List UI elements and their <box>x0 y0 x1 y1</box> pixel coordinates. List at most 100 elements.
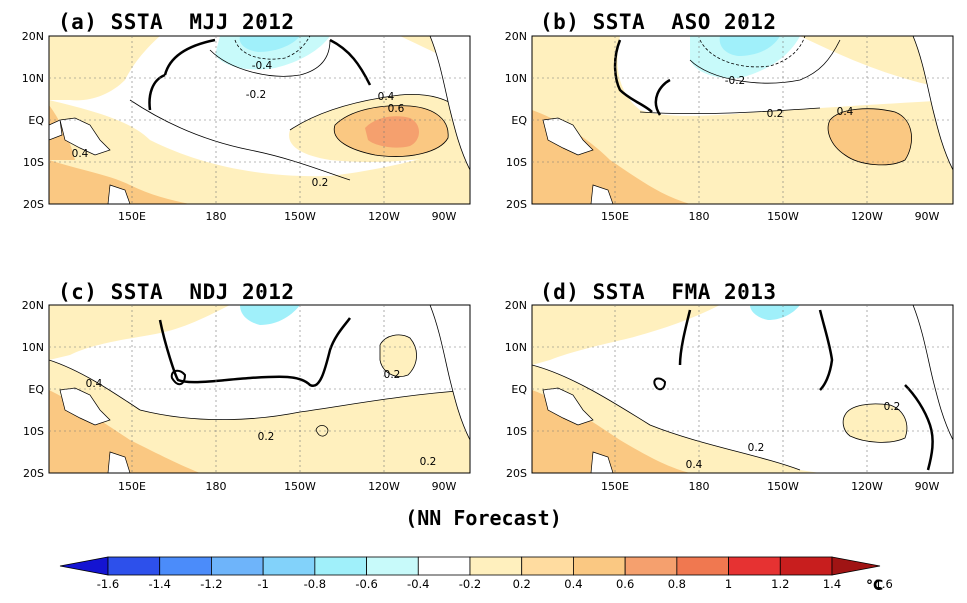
colorbar-unit: °C <box>866 578 883 594</box>
panel-c-lat-20n: 20N <box>22 299 44 312</box>
panel-b-lat-10n: 10N <box>505 72 527 85</box>
panel-d-title: (d) SSTA FMA 2013 <box>540 280 777 304</box>
panel-a-lon-120w: 120W <box>368 210 400 223</box>
panel-c-map: 20N 10N EQ 10S 20S 150E 180 150W 120W 90… <box>22 299 471 493</box>
colorbar-tick-label: -0.2 <box>459 577 481 591</box>
panel-c-contour-label: 0.4 <box>86 378 103 390</box>
colorbar-box <box>573 556 626 576</box>
panel-c-lon-90w: 90W <box>432 480 457 493</box>
panel-d-lat-10s: 10S <box>506 425 527 438</box>
panel-b-lon-90w: 90W <box>915 210 940 223</box>
colorbar-tick-label: -1 <box>257 577 268 591</box>
panel-a-lat-10n: 10N <box>22 72 44 85</box>
panel-a-lon-150w: 150W <box>284 210 316 223</box>
panel-b-contour-label: -0.2 <box>725 75 746 87</box>
panel-a-contour-label: 0.2 <box>312 177 329 189</box>
panel-c-lat-10s: 10S <box>23 425 44 438</box>
panel-b-map: 20N 10N EQ 10S 20S 150E 180 150W 120W 90… <box>505 30 954 223</box>
panel-d-lon-90w: 90W <box>915 480 940 493</box>
colorbar-tick-label: -0.4 <box>407 577 429 591</box>
panel-a-lon-90w: 90W <box>432 210 457 223</box>
colorbar-box <box>262 556 316 576</box>
panel-b-lat-20s: 20S <box>506 198 527 211</box>
panel-c-lat-eq: EQ <box>28 383 44 396</box>
colorbar-box <box>521 556 574 576</box>
panel-c-lon-120w: 120W <box>368 480 400 493</box>
colorbar-box <box>366 556 419 576</box>
panel-d-lat-20n: 20N <box>505 299 527 312</box>
colorbar-box <box>107 556 161 576</box>
panel-b-contour-label: 0.4 <box>837 106 854 118</box>
colorbar-tick-label: 1.2 <box>771 577 789 591</box>
colorbar-tick-label: -0.6 <box>355 577 377 591</box>
colorbar-tick-label: 0.4 <box>564 577 582 591</box>
panel-a-contour-label: 0.6 <box>388 103 405 115</box>
panel-d-contour-label: 0.2 <box>884 401 901 413</box>
panel-c-lon-180: 180 <box>206 480 227 493</box>
colorbar-tick-label: -0.8 <box>304 577 326 591</box>
panel-b-lat-eq: EQ <box>511 114 527 127</box>
panel-a-lat-20s: 20S <box>23 198 44 211</box>
panel-d-lon-150e: 150E <box>601 480 629 493</box>
colorbar-box <box>159 556 212 576</box>
panel-c-title: (c) SSTA NDJ 2012 <box>58 280 295 304</box>
panel-a-contour-label: 0.4 <box>72 148 89 160</box>
colorbar-box <box>728 556 781 576</box>
panel-a-lat-eq: EQ <box>28 114 44 127</box>
colorbar-tick-label: 0.6 <box>616 577 634 591</box>
panel-d-lon-120w: 120W <box>851 480 883 493</box>
panel-b-lon-150e: 150E <box>601 210 629 223</box>
colorbar: -1.6 -1.4 -1.2 -1 -0.8 -0.6 -0.4 -0.2 0.2 0.4 0.6 0… <box>59 556 893 594</box>
colorbar-box <box>624 556 678 576</box>
colorbar-tick-label: -1.2 <box>200 577 222 591</box>
colorbar-box <box>211 556 264 576</box>
colorbar-tick-label: -1.4 <box>148 577 170 591</box>
panel-c-contour-label: 0.2 <box>420 456 437 468</box>
panel-d-map: 20N 10N EQ 10S 20S 150E 180 150W 120W 90… <box>505 299 954 493</box>
colorbar-tick-label: 1.4 <box>823 577 841 591</box>
panel-d-lat-eq: EQ <box>511 383 527 396</box>
colorbar-right-arrow <box>831 556 881 576</box>
forecast-label: (NN Forecast) <box>405 506 562 530</box>
colorbar-tick-label: 1.6 <box>875 577 893 591</box>
panel-b-lon-180: 180 <box>689 210 710 223</box>
panel-b-lat-20n: 20N <box>505 30 527 43</box>
panel-c-lat-10n: 10N <box>22 341 44 354</box>
panel-d-lon-150w: 150W <box>767 480 799 493</box>
panel-d-contour-label: 0.4 <box>686 459 703 471</box>
panel-a-lon-180: 180 <box>206 210 227 223</box>
panel-b-title: (b) SSTA ASO 2012 <box>540 10 777 34</box>
colorbar-box <box>779 556 833 576</box>
panel-a-map: 20N 10N EQ 10S 20S 150E 180 150W 120W 90… <box>22 30 471 223</box>
colorbar-box <box>676 556 729 576</box>
panel-d-lon-180: 180 <box>689 480 710 493</box>
colorbar-box <box>469 556 523 576</box>
panel-a-lat-20n: 20N <box>22 30 44 43</box>
colorbar-tick-label: 0.8 <box>668 577 686 591</box>
colorbar-tick-label: 1 <box>725 577 732 591</box>
panel-b-lon-120w: 120W <box>851 210 883 223</box>
panel-a-contour-label: -0.2 <box>246 89 267 101</box>
panel-c-contour-label: 0.2 <box>258 431 275 443</box>
panel-a-lon-150e: 150E <box>118 210 146 223</box>
colorbar-tick-label: -1.6 <box>97 577 119 591</box>
panel-b-lat-10s: 10S <box>506 156 527 169</box>
panel-d-lat-10n: 10N <box>505 341 527 354</box>
colorbar-tick-label: 0.2 <box>513 577 531 591</box>
panel-d-lat-20s: 20S <box>506 467 527 480</box>
panel-b-lon-150w: 150W <box>767 210 799 223</box>
panel-c-lon-150e: 150E <box>118 480 146 493</box>
panel-a-contour-label: -0.4 <box>252 60 273 72</box>
colorbar-left-arrow <box>59 556 109 576</box>
panel-a-title: (a) SSTA MJJ 2012 <box>58 10 295 34</box>
panel-a-land <box>429 36 470 171</box>
panel-d-contour-label: 0.2 <box>748 442 765 454</box>
panel-c-contour-label: 0.2 <box>384 369 401 381</box>
panel-a-contour-label: 0.4 <box>378 91 395 103</box>
colorbar-box <box>417 556 471 576</box>
colorbar-box <box>314 556 367 576</box>
panel-b-contour-label: 0.2 <box>767 108 784 120</box>
panel-c-lat-20s: 20S <box>23 467 44 480</box>
panel-a-lat-10s: 10S <box>23 156 44 169</box>
